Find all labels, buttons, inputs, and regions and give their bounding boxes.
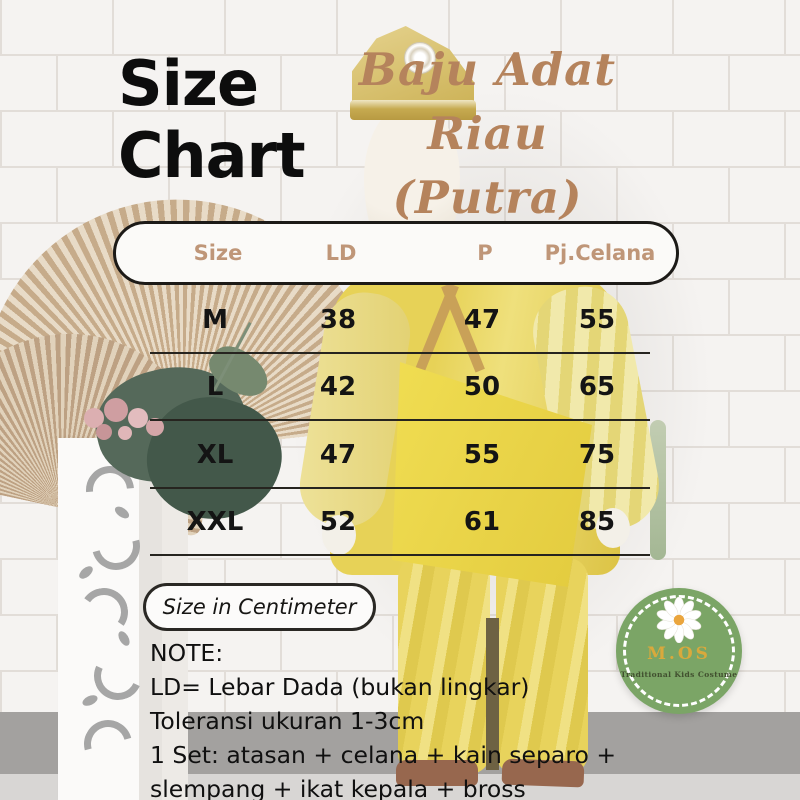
mannequin-hand [322, 515, 356, 555]
note-block: NOTE: LD= Lebar Dada (bukan lingkar) Tol… [150, 636, 620, 800]
unit-badge-label: Size in Centimeter [162, 595, 357, 619]
mannequin-hand [596, 508, 630, 548]
shoe [396, 760, 478, 786]
brand-logo: M.OS Traditional Kids Costume [616, 588, 742, 714]
size-label: XL [196, 439, 234, 470]
logo-dashed-ring [623, 595, 735, 707]
pink-flower [118, 426, 132, 440]
pj-celana-value: 55 [578, 304, 616, 335]
daisy-icon [656, 597, 702, 643]
pink-flower [96, 424, 112, 440]
size-label: M [202, 304, 228, 335]
note-line: Toleransi ukuran 1-3cm [150, 707, 425, 735]
logo-tagline-text: Traditional Kids Costume [620, 670, 738, 679]
pink-flower [84, 408, 104, 428]
size-label: L [206, 372, 224, 403]
costume-trouser-leg [496, 558, 588, 774]
size-label: XXL [186, 507, 244, 538]
p-value: 47 [463, 304, 501, 335]
size-table-body: M 38 47 55 L 42 50 65 XL 47 55 75 XXL 52… [113, 286, 679, 556]
pink-flower [104, 398, 128, 422]
p-value: 61 [463, 507, 501, 538]
hat-brooch [404, 42, 436, 74]
p-value: 55 [463, 439, 501, 470]
table-header-pill: Size LD P Pj.Celana [113, 221, 679, 285]
tanjak-hat-band [350, 100, 476, 120]
page-title-line2: Chart [118, 119, 306, 192]
table-row: XL 47 55 75 [113, 421, 679, 489]
column-header-pj-celana: Pj.Celana [544, 241, 656, 265]
note-line: 1 Set: atasan + celana + kain separo + s… [150, 741, 617, 800]
product-title: Baju Adat Riau (Putra) [295, 38, 680, 230]
product-title-line2: (Putra) [392, 171, 583, 224]
logo-brand-text: M.OS [647, 644, 711, 664]
costume-trouser-leg [398, 558, 490, 774]
column-header-size: Size [193, 241, 243, 265]
ld-value: 47 [319, 439, 357, 470]
ld-value: 42 [319, 372, 357, 403]
pj-celana-value: 65 [578, 372, 616, 403]
page-title: Size Chart [118, 47, 306, 192]
ld-value: 38 [319, 304, 357, 335]
trouser-gap-shadow [486, 618, 499, 770]
pink-flower [146, 418, 164, 436]
column-header-p: P [477, 241, 493, 265]
unit-badge: Size in Centimeter [143, 583, 376, 631]
column-header-ld: LD [325, 241, 357, 265]
note-line: LD= Lebar Dada (bukan lingkar) [150, 673, 530, 701]
p-value: 50 [463, 372, 501, 403]
table-row: L 42 50 65 [113, 354, 679, 422]
pink-flower [128, 408, 148, 428]
pj-celana-value: 85 [578, 507, 616, 538]
table-row: XXL 52 61 85 [113, 489, 679, 557]
note-heading: NOTE: [150, 639, 224, 667]
product-title-line1: Baju Adat Riau [358, 43, 617, 160]
carved-pedestal [58, 438, 162, 800]
page-title-line1: Size [118, 47, 259, 120]
ld-value: 52 [319, 507, 357, 538]
pj-celana-value: 75 [578, 439, 616, 470]
table-row: M 38 47 55 [113, 286, 679, 354]
